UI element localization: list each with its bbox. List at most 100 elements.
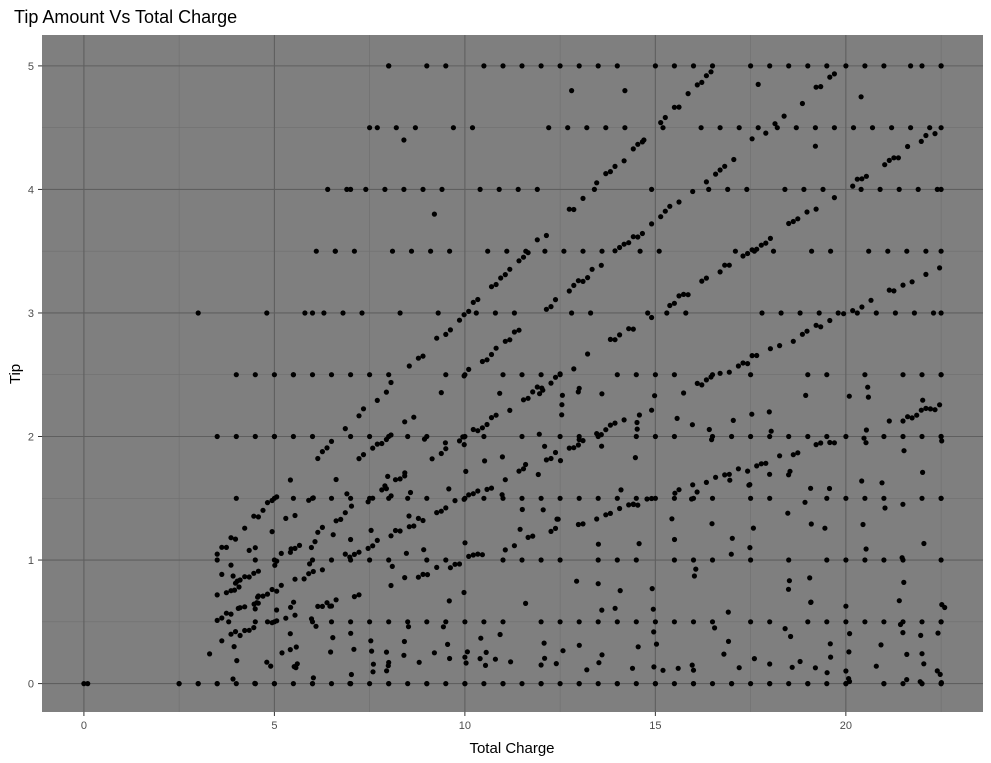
data-point: [523, 600, 529, 607]
data-point: [911, 310, 918, 316]
data-point: [639, 230, 646, 237]
data-point: [405, 624, 412, 630]
data-point: [492, 656, 498, 662]
data-point: [325, 186, 331, 192]
data-point: [886, 157, 892, 163]
data-point: [443, 505, 449, 511]
data-point: [585, 351, 591, 357]
data-point: [633, 619, 639, 625]
data-point: [519, 495, 525, 501]
data-point: [559, 392, 566, 398]
data-point: [745, 361, 751, 367]
data-point: [671, 433, 678, 440]
data-point: [788, 633, 794, 640]
data-point: [228, 535, 234, 541]
data-point: [808, 599, 814, 605]
data-point: [230, 676, 236, 682]
data-point: [537, 391, 543, 397]
data-point: [310, 675, 316, 681]
data-point: [536, 431, 542, 437]
data-point: [309, 433, 316, 440]
data-point: [504, 248, 510, 254]
data-point: [805, 619, 811, 625]
data-point: [671, 104, 678, 110]
data-point: [269, 586, 275, 593]
data-point: [617, 332, 623, 338]
data-point: [626, 502, 632, 508]
data-point: [770, 248, 777, 254]
data-point: [272, 562, 278, 568]
data-point: [571, 206, 577, 213]
data-point: [863, 546, 869, 552]
data-point: [691, 573, 698, 579]
data-point: [219, 638, 225, 644]
data-point: [443, 331, 449, 337]
data-point: [938, 248, 944, 254]
data-point: [781, 113, 787, 119]
data-point: [407, 489, 414, 496]
data-point: [576, 385, 582, 391]
data-point: [481, 495, 487, 501]
data-point: [393, 125, 399, 131]
data-point: [671, 63, 678, 69]
data-point: [379, 440, 385, 447]
data-point: [717, 125, 723, 131]
data-point: [575, 521, 582, 528]
data-point: [479, 552, 485, 558]
data-point: [690, 619, 697, 625]
data-point: [820, 186, 826, 192]
data-point: [749, 247, 755, 253]
data-point: [938, 557, 944, 563]
data-point: [328, 495, 335, 501]
data-point: [862, 495, 868, 501]
data-point: [424, 557, 430, 563]
data-point: [865, 394, 872, 400]
data-point: [294, 661, 300, 667]
y-axis-title: Tip: [7, 364, 24, 384]
data-point: [709, 521, 715, 527]
data-point: [807, 575, 813, 581]
data-point: [635, 644, 641, 650]
data-point: [450, 125, 456, 131]
data-point: [571, 282, 577, 288]
data-point: [854, 176, 860, 182]
data-point: [786, 578, 793, 584]
data-point: [342, 510, 348, 516]
data-point: [858, 186, 864, 192]
data-point: [785, 586, 792, 592]
data-point: [502, 272, 508, 278]
data-point: [507, 266, 513, 272]
data-point: [534, 237, 540, 243]
data-point: [699, 79, 705, 85]
data-point: [596, 660, 602, 666]
data-point: [502, 547, 508, 553]
data-point: [749, 353, 755, 359]
data-point: [374, 397, 380, 403]
data-point: [612, 163, 618, 169]
data-point: [594, 180, 600, 186]
data-point: [932, 407, 938, 413]
data-point: [340, 310, 346, 316]
data-point: [747, 482, 753, 488]
data-point: [750, 525, 757, 531]
data-point: [508, 659, 514, 665]
data-point: [475, 428, 481, 434]
data-point: [897, 621, 904, 628]
data-point: [386, 372, 392, 378]
data-point: [824, 433, 830, 440]
data-point: [382, 483, 388, 489]
data-point: [214, 433, 220, 440]
data-point: [652, 495, 659, 501]
data-point: [652, 372, 659, 378]
data-point: [795, 216, 801, 222]
data-point: [443, 372, 449, 378]
data-point: [754, 352, 760, 359]
data-point: [703, 479, 710, 485]
data-point: [576, 495, 582, 501]
data-point: [599, 248, 605, 254]
data-point: [777, 343, 783, 349]
data-point: [795, 450, 801, 456]
data-point: [813, 206, 819, 212]
data-point: [315, 529, 321, 535]
data-point: [694, 489, 700, 495]
